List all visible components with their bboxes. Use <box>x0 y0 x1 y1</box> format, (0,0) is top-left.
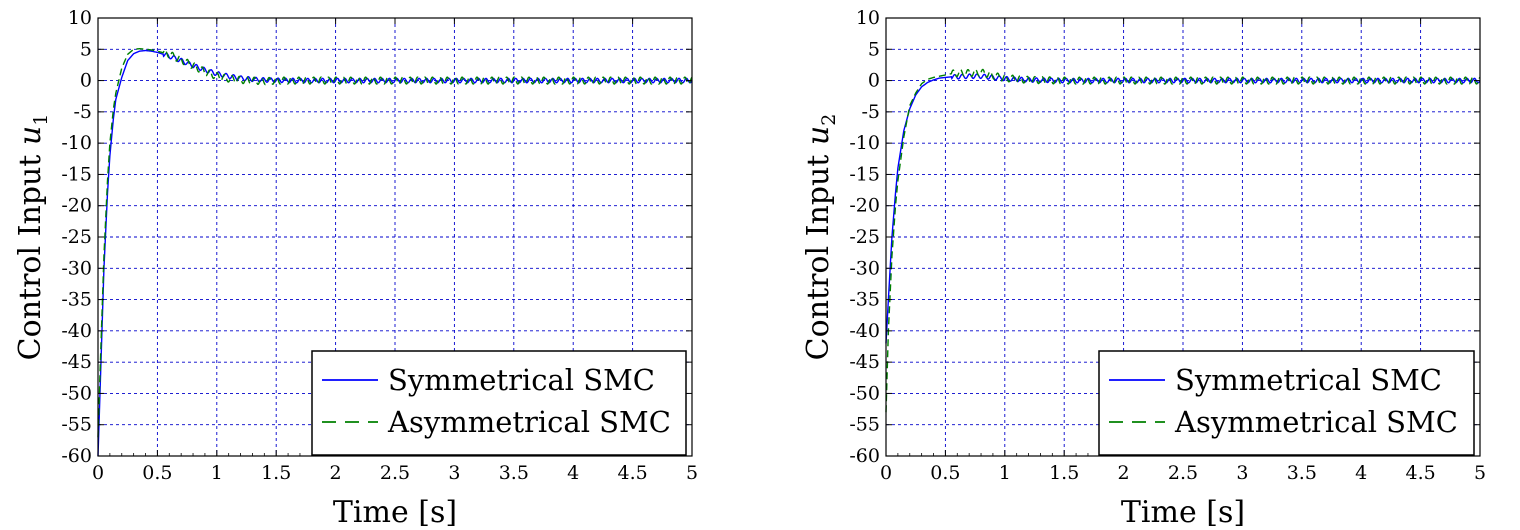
legend-label: Symmetrical SMC <box>388 363 655 397</box>
y-tick-label: -40 <box>61 320 92 342</box>
x-tick-label: 5 <box>1474 462 1486 484</box>
y-tick-label: -60 <box>849 445 880 467</box>
y-tick-label: -45 <box>849 351 880 373</box>
y-tick-label: -10 <box>849 132 880 154</box>
x-axis-label: Time [s] <box>1121 495 1245 530</box>
x-tick-label: 0.5 <box>142 462 172 484</box>
y-axis-label-sub: 1 <box>30 114 52 126</box>
x-tick-label: 0.5 <box>930 462 960 484</box>
ticks: 0 0.5 1 1.5 2 2.5 3 3.5 4 4.5 5 10 5 0 -5 -10 -15 -20 -25 -… <box>61 7 698 484</box>
x-tick-label: 2.5 <box>1168 462 1198 484</box>
x-tick-label: 4 <box>1355 462 1367 484</box>
x-tick-label: 3.5 <box>499 462 529 484</box>
x-tick-label: 4 <box>567 462 579 484</box>
y-tick-label: -5 <box>861 101 880 123</box>
x-tick-label: 5 <box>686 462 698 484</box>
x-tick-label: 1.5 <box>261 462 291 484</box>
y-tick-label: -10 <box>61 132 92 154</box>
x-tick-label: 4.5 <box>617 462 647 484</box>
y-tick-label: -50 <box>849 382 880 404</box>
y-tick-label: 10 <box>68 7 92 29</box>
series-line-asymmetrical <box>885 68 1481 413</box>
x-tick-label: 1.5 <box>1049 462 1079 484</box>
series-line-asymmetrical <box>97 47 693 438</box>
y-axis-label: Control Input u2 <box>801 114 840 361</box>
legend: Symmetrical SMC Asymmetrical SMC <box>1098 350 1475 456</box>
x-tick-label: 3 <box>1236 462 1248 484</box>
legend: Symmetrical SMC Asymmetrical SMC <box>311 350 687 456</box>
y-tick-label: 5 <box>80 38 92 60</box>
y-tick-label: 10 <box>856 7 880 29</box>
y-axis-label-var: u <box>801 126 836 145</box>
y-axis-label: Control Input u1 <box>13 114 52 361</box>
chart-2: 0 0.5 1 1.5 2 2.5 3 3.5 4 4.5 5 10 5 0 -5 -10 -15 -20 -25 -… <box>801 7 1486 530</box>
x-tick-label: 2.5 <box>380 462 410 484</box>
legend-label: Symmetrical SMC <box>1175 363 1442 397</box>
grid <box>886 18 1480 456</box>
x-tick-label: 1 <box>999 462 1011 484</box>
x-tick-label: 1 <box>211 462 223 484</box>
legend-box <box>311 350 687 456</box>
y-axis-label-text: Control Input <box>801 145 836 360</box>
legend-label: Asymmetrical SMC <box>387 405 671 439</box>
legend-label: Asymmetrical SMC <box>1174 405 1458 439</box>
y-axis-label-text: Control Input <box>13 145 48 360</box>
x-tick-label: 0 <box>92 462 104 484</box>
y-axis-label-sub: 2 <box>818 114 840 126</box>
y-tick-label: -30 <box>849 257 880 279</box>
series-line-symmetrical <box>885 73 1481 344</box>
y-tick-label: -25 <box>849 226 880 248</box>
y-tick-label: -20 <box>849 195 880 217</box>
x-tick-label: 3.5 <box>1287 462 1317 484</box>
y-tick-label: -45 <box>61 351 92 373</box>
y-tick-label: 0 <box>868 70 880 92</box>
y-tick-label: -50 <box>61 382 92 404</box>
y-tick-label: -25 <box>61 226 92 248</box>
y-tick-label: -30 <box>61 257 92 279</box>
y-tick-label: 5 <box>868 38 880 60</box>
y-tick-label: -15 <box>61 163 92 185</box>
x-tick-label: 4.5 <box>1405 462 1435 484</box>
y-tick-label: -60 <box>61 445 92 467</box>
x-tick-label: 2 <box>330 462 342 484</box>
x-tick-label: 3 <box>448 462 460 484</box>
y-tick-label: -55 <box>61 414 92 436</box>
chart-1: 0 0.5 1 1.5 2 2.5 3 3.5 4 4.5 5 10 5 0 -5 -10 -15 -20 -25 -… <box>13 7 698 530</box>
y-tick-label: -40 <box>849 320 880 342</box>
y-tick-label: -35 <box>849 289 880 311</box>
y-tick-label: -35 <box>61 289 92 311</box>
x-tick-label: 0 <box>880 462 892 484</box>
y-tick-label: -5 <box>73 101 92 123</box>
legend-box <box>1098 350 1475 456</box>
y-axis-label-var: u <box>13 126 48 145</box>
y-tick-label: -15 <box>849 163 880 185</box>
x-tick-label: 2 <box>1118 462 1130 484</box>
y-tick-label: -20 <box>61 195 92 217</box>
y-tick-label: 0 <box>80 70 92 92</box>
x-axis-label: Time [s] <box>333 495 457 530</box>
y-tick-label: -55 <box>849 414 880 436</box>
